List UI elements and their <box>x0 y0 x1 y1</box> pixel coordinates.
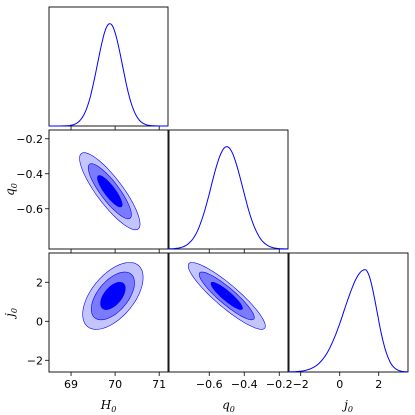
panel-h0-j0: 69 70 71 −2 0 2 <box>27 252 169 391</box>
panel-frame <box>48 129 169 250</box>
marginal-curve <box>289 269 409 373</box>
y-axis-label: j0 <box>3 308 19 320</box>
x-tick-label: −0.4 <box>231 378 258 391</box>
panel-h0-q0: −0.6 −0.4 −0.2 <box>16 129 169 253</box>
panel-q0-marginal <box>168 129 289 253</box>
panel-frame <box>168 252 289 373</box>
panel-frame <box>48 252 169 373</box>
x-tick-label: 71 <box>152 378 166 391</box>
panel-frame <box>168 129 289 250</box>
y-axis-label: q0 <box>3 183 19 196</box>
contour-level-3 <box>100 281 126 310</box>
x-axis-label: j0 <box>341 398 353 414</box>
panel-q0-j0: −0.6 −0.4 −0.2 <box>168 252 293 391</box>
x-axis-label: H0 <box>100 398 117 414</box>
y-tick-label: −0.6 <box>16 203 43 216</box>
y-tick-label: −0.4 <box>16 168 43 181</box>
marginal-curve <box>49 23 168 127</box>
x-tick-label: −2 <box>293 378 309 391</box>
panel-h0-marginal <box>48 6 169 130</box>
panel-frame <box>288 252 409 373</box>
x-tick-label: 2 <box>375 378 382 391</box>
contour-level-3 <box>210 281 243 310</box>
x-tick-label: 69 <box>64 378 78 391</box>
x-tick-label: −0.6 <box>196 378 223 391</box>
contour-level-3 <box>97 175 123 208</box>
y-tick-label: −2 <box>27 354 43 367</box>
y-tick-label: 2 <box>36 276 43 289</box>
x-axis-label: q0 <box>222 398 235 414</box>
panel-frame <box>48 6 169 127</box>
panel-j0-marginal: −2 0 2 <box>288 252 409 391</box>
marginal-curve <box>168 146 288 250</box>
x-tick-label: 70 <box>108 378 122 391</box>
x-tick-label: 0 <box>336 378 343 391</box>
x-tick-label: −0.2 <box>266 378 293 391</box>
y-tick-label: 0 <box>36 315 43 328</box>
panels-layer: −0.6−0.4−0.269 70 71−202−0.6 −0.4 −0.2 −2 0 2H0… <box>3 6 409 414</box>
y-tick-label: −0.2 <box>16 133 43 146</box>
